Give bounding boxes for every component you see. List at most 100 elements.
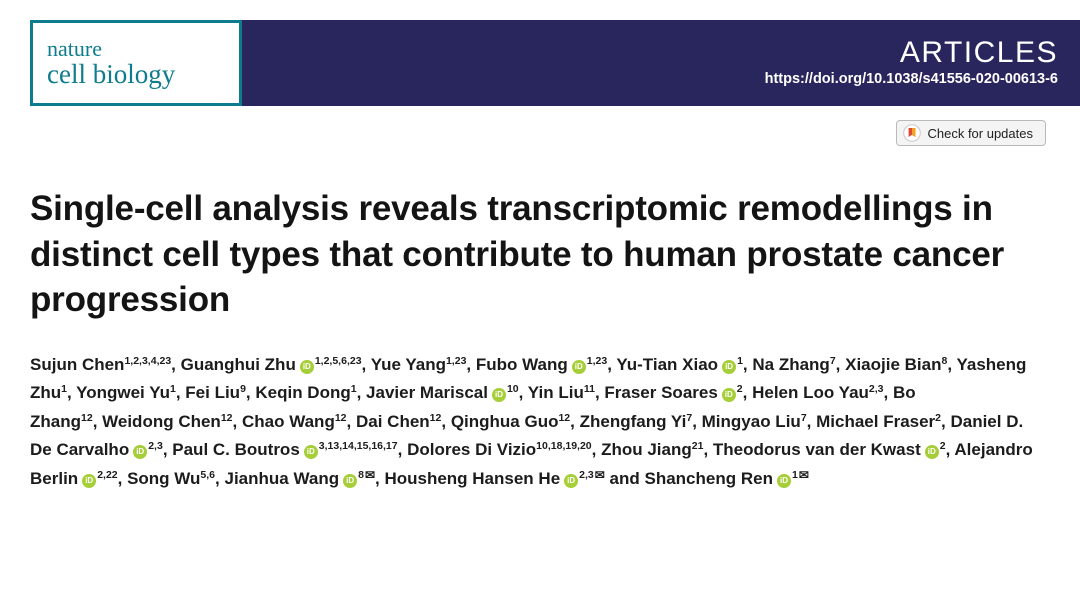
author-separator: ,: [232, 411, 242, 431]
orcid-icon[interactable]: iD: [924, 445, 939, 460]
author-affiliations: 12: [220, 411, 233, 424]
orcid-icon[interactable]: iD: [564, 473, 579, 488]
author-separator: ,: [835, 354, 846, 374]
author-name: Xiaojie Bian: [845, 354, 942, 374]
email-icon[interactable]: ✉: [594, 467, 605, 482]
author-separator: ,: [67, 383, 77, 403]
author-name: Bo Zhang: [30, 383, 916, 431]
journal-logo-line2: cell biology: [47, 59, 176, 90]
author-name: Dai Chen: [355, 411, 430, 431]
author-name: Na Zhang: [752, 354, 830, 374]
author-affiliations: 8: [941, 354, 948, 367]
orcid-icon[interactable]: iD: [571, 359, 586, 374]
author-separator: ,: [591, 440, 602, 460]
author-affiliations: 1,23: [586, 354, 608, 367]
articles-label: ARTICLES: [899, 35, 1058, 69]
author-name: Yu-Tian Xiao: [616, 354, 719, 374]
author-affiliations: 12: [429, 411, 442, 424]
author-separator: ,: [570, 411, 580, 431]
doi-link[interactable]: https://doi.org/10.1038/s41556-020-00613…: [764, 70, 1058, 87]
author-name: Qinghua Guo: [450, 411, 559, 431]
author-affiliations: 9: [240, 383, 246, 396]
author-name: Shancheng Ren: [644, 468, 773, 488]
author-name: Fei Liu: [185, 383, 241, 403]
orcid-icon[interactable]: iD: [82, 473, 97, 488]
author-separator: ,: [356, 383, 367, 403]
author-separator: ,: [397, 440, 408, 460]
orcid-icon[interactable]: iD: [776, 473, 791, 488]
author-separator: ,: [806, 411, 817, 431]
author-separator: ,: [117, 468, 128, 488]
author-affiliations: 2,3: [579, 468, 594, 481]
author-separator: ,: [92, 411, 103, 431]
author-affiliations: 1: [737, 354, 743, 367]
orcid-icon[interactable]: iD: [491, 388, 506, 403]
author-name: Housheng Hansen He: [384, 468, 561, 488]
author-name: Song Wu: [127, 468, 201, 488]
author-affiliations: 12: [558, 411, 571, 424]
author-name: Paul C. Boutros: [172, 440, 300, 460]
author-affiliations: 7: [829, 354, 836, 367]
author-separator: ,: [703, 440, 713, 460]
author-separator: ,: [518, 383, 528, 403]
author-name: Dolores Di Vizio: [407, 440, 537, 460]
check-for-updates-badge[interactable]: Check for updates: [896, 120, 1046, 146]
author-separator: ,: [947, 354, 957, 374]
author-separator: ,: [692, 411, 702, 431]
author-name: Yin Liu: [527, 383, 584, 403]
author-affiliations: 12: [334, 411, 347, 424]
author-name: Michael Fraser: [816, 411, 936, 431]
author-separator: ,: [594, 383, 605, 403]
author-separator: ,: [883, 383, 893, 403]
crossmark-icon: [903, 124, 922, 142]
author-separator: ,: [941, 411, 951, 431]
article-page: nature cell biology ARTICLES https://doi…: [0, 20, 1080, 612]
author-name: Guanghui Zhu: [180, 354, 296, 374]
orcid-icon[interactable]: iD: [722, 359, 737, 374]
author-name: Jianhua Wang: [224, 468, 340, 488]
author-name: Yue Yang: [370, 354, 446, 374]
author-separator: and: [604, 468, 645, 488]
author-affiliations: 10,18,19,20: [536, 440, 592, 453]
author-name: Javier Mariscal: [366, 383, 488, 403]
author-name: Chao Wang: [241, 411, 335, 431]
author-affiliations: 7: [800, 411, 807, 424]
author-affiliations: 1,23: [445, 354, 467, 367]
author-separator: ,: [361, 354, 371, 374]
author-affiliations: 21: [691, 440, 704, 453]
check-for-updates-label: Check for updates: [927, 125, 1033, 141]
journal-masthead: nature cell biology ARTICLES https://doi…: [30, 20, 1080, 106]
author-affiliations: 2,3: [148, 440, 163, 453]
orcid-icon[interactable]: iD: [133, 445, 148, 460]
author-affiliations: 1,2,5,6,23: [314, 354, 362, 367]
author-affiliations: 2: [736, 383, 743, 396]
journal-logo: nature cell biology: [30, 20, 242, 106]
orcid-icon[interactable]: iD: [303, 445, 318, 460]
author-name: Theodorus van der Kwast: [712, 440, 921, 460]
author-separator: ,: [346, 411, 356, 431]
author-separator: ,: [466, 354, 476, 374]
author-name: Fubo Wang: [475, 354, 568, 374]
author-separator: ,: [175, 383, 186, 403]
orcid-icon[interactable]: iD: [721, 388, 736, 403]
author-name: Yongwei Yu: [76, 383, 170, 403]
author-affiliations: 2: [939, 440, 946, 453]
email-icon[interactable]: ✉: [364, 467, 375, 482]
author-name: Sujun Chen: [30, 354, 125, 374]
email-icon[interactable]: ✉: [798, 467, 809, 482]
author-name: Weidong Chen: [102, 411, 221, 431]
author-name: Zhengfang Yi: [579, 411, 687, 431]
author-name: Daniel D. De Carvalho: [30, 411, 1024, 460]
orcid-icon[interactable]: iD: [299, 359, 314, 374]
badge-row: Check for updates: [0, 120, 1046, 146]
author-name: Mingyao Liu: [701, 411, 801, 431]
author-affiliations: 10: [506, 383, 519, 396]
author-name: Zhou Jiang: [601, 440, 692, 460]
author-separator: ,: [162, 440, 173, 460]
author-affiliations: 12: [81, 411, 93, 424]
orcid-icon[interactable]: iD: [343, 473, 358, 488]
author-separator: ,: [607, 354, 617, 374]
author-separator: ,: [945, 440, 955, 460]
articles-banner: ARTICLES https://doi.org/10.1038/s41556-…: [242, 20, 1080, 106]
author-name: Keqin Dong: [255, 383, 351, 403]
